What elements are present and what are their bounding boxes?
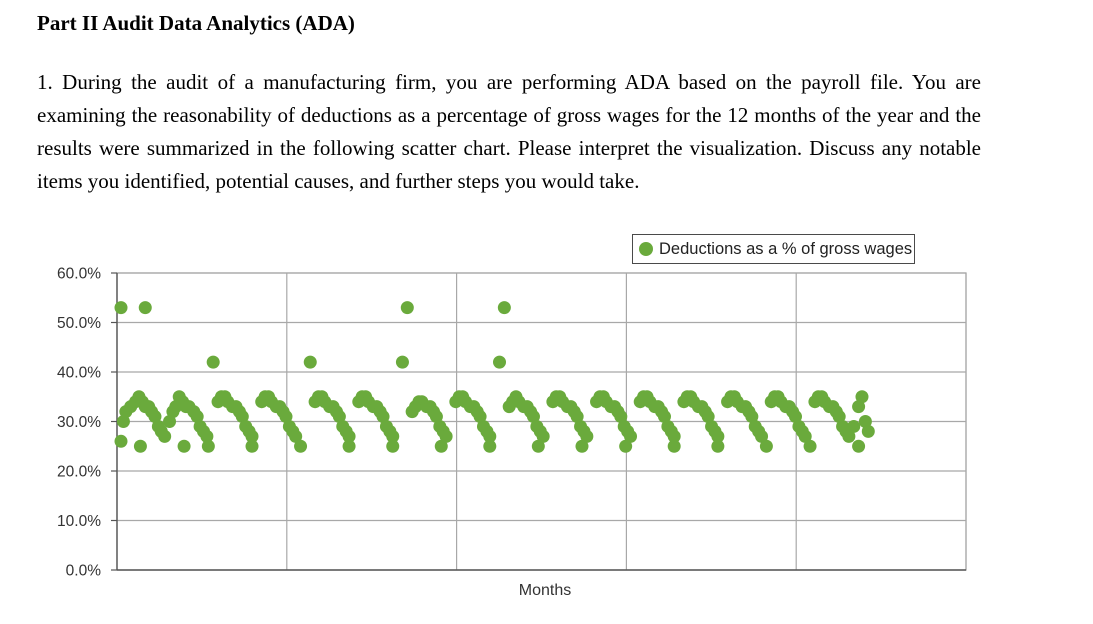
data-point bbox=[279, 410, 293, 424]
data-point bbox=[667, 439, 681, 453]
data-point bbox=[526, 410, 540, 424]
data-point bbox=[667, 429, 681, 443]
data-point bbox=[711, 439, 725, 453]
legend-marker bbox=[639, 242, 653, 256]
data-point bbox=[289, 429, 303, 443]
data-point bbox=[114, 434, 128, 448]
data-point bbox=[497, 301, 511, 315]
data-point bbox=[116, 415, 130, 428]
legend-label: Deductions as a % of gross wages bbox=[659, 240, 913, 258]
data-point bbox=[798, 429, 812, 443]
data-point bbox=[701, 410, 715, 424]
data-point bbox=[803, 439, 817, 453]
data-point bbox=[206, 355, 220, 369]
data-point bbox=[832, 410, 846, 424]
data-point bbox=[493, 355, 506, 369]
y-tick-label: 60.0% bbox=[57, 266, 101, 283]
data-point bbox=[177, 439, 191, 453]
data-point bbox=[332, 410, 346, 424]
data-point bbox=[376, 410, 390, 424]
data-point bbox=[745, 410, 759, 424]
y-tick-label: 50.0% bbox=[57, 315, 101, 332]
data-point bbox=[303, 355, 317, 369]
data-point bbox=[148, 410, 162, 424]
data-point bbox=[138, 301, 152, 315]
y-tick-label: 30.0% bbox=[57, 414, 101, 431]
question-text: 1. During the audit of a manufacturing f… bbox=[37, 70, 981, 193]
data-point bbox=[133, 439, 147, 453]
data-point bbox=[858, 415, 872, 428]
chart-points bbox=[114, 301, 875, 453]
data-point bbox=[294, 439, 308, 453]
data-point bbox=[531, 439, 545, 453]
x-axis-title: Months bbox=[519, 582, 571, 599]
data-point bbox=[536, 429, 550, 443]
data-point bbox=[759, 439, 773, 453]
data-point bbox=[395, 355, 409, 369]
data-point bbox=[434, 439, 448, 453]
data-point bbox=[386, 439, 400, 453]
data-point bbox=[624, 429, 638, 443]
data-point bbox=[342, 429, 356, 443]
data-point bbox=[570, 410, 584, 424]
data-point bbox=[163, 415, 177, 428]
data-point bbox=[789, 410, 803, 424]
data-point bbox=[439, 429, 453, 443]
data-point bbox=[657, 410, 671, 424]
data-point bbox=[755, 429, 769, 443]
data-point bbox=[429, 410, 443, 424]
section-heading: Part II Audit Data Analytics (ADA) bbox=[37, 11, 355, 35]
data-point bbox=[852, 400, 866, 414]
y-tick-label: 40.0% bbox=[57, 365, 101, 382]
y-tick-label: 0.0% bbox=[66, 563, 102, 580]
data-point bbox=[114, 301, 128, 315]
data-point bbox=[245, 439, 259, 453]
data-point bbox=[200, 429, 214, 443]
y-tick-label: 10.0% bbox=[57, 513, 101, 530]
data-point bbox=[158, 429, 172, 443]
data-point bbox=[201, 439, 215, 453]
data-point bbox=[400, 301, 414, 315]
data-point bbox=[842, 429, 856, 443]
chart-labels: 0.0% 10.0% 20.0% 30.0% 40.0% 50.0% 60.0% Months bbox=[57, 266, 571, 600]
data-point bbox=[483, 429, 497, 443]
data-point bbox=[190, 410, 204, 424]
data-point bbox=[235, 410, 249, 424]
data-point bbox=[483, 439, 497, 453]
data-point bbox=[473, 410, 487, 424]
data-point bbox=[852, 439, 866, 453]
data-point bbox=[386, 429, 400, 443]
chart-legend: Deductions as a % of gross wages bbox=[632, 234, 916, 264]
data-point bbox=[847, 419, 861, 433]
data-point bbox=[575, 439, 589, 453]
data-point bbox=[861, 424, 875, 438]
data-point bbox=[245, 429, 259, 443]
data-point bbox=[855, 390, 869, 404]
data-point bbox=[711, 429, 725, 443]
data-point bbox=[342, 439, 356, 453]
data-point bbox=[619, 439, 633, 453]
y-tick-label: 20.0% bbox=[57, 464, 101, 481]
data-point bbox=[614, 410, 628, 424]
data-point bbox=[580, 429, 594, 443]
